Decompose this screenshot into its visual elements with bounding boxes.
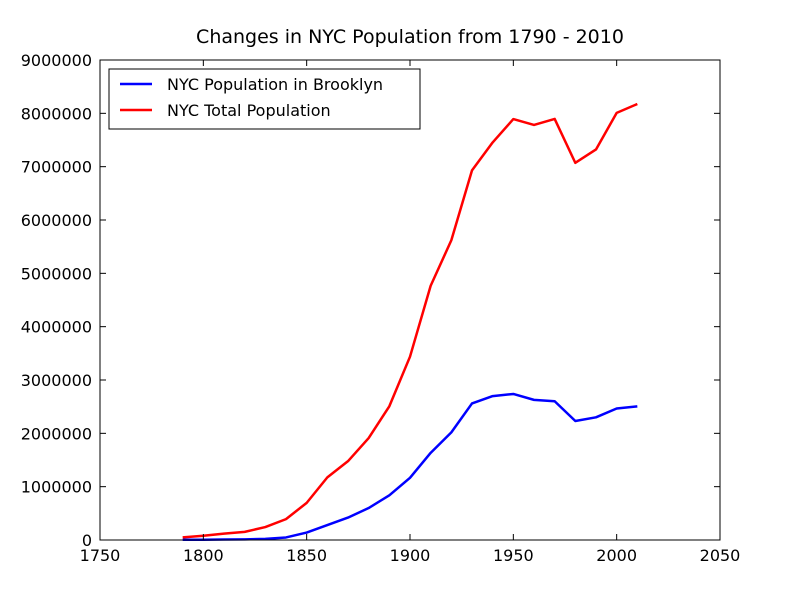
series-line-0 <box>182 392 638 542</box>
series-layer <box>182 102 638 542</box>
legend: NYC Population in Brooklyn NYC Total Popu… <box>108 68 421 130</box>
legend-label-0: NYC Population in Brooklyn <box>167 75 383 94</box>
plot-area <box>100 60 720 540</box>
y-tick-label: 2000000 <box>21 424 92 443</box>
x-tick-label: 1750 <box>80 546 121 565</box>
x-tick-label: 1950 <box>493 546 534 565</box>
y-tick-label: 6000000 <box>21 211 92 230</box>
x-tick-label: 1850 <box>286 546 327 565</box>
legend-label-1: NYC Total Population <box>167 101 331 120</box>
chart-title: Changes in NYC Population from 1790 - 20… <box>196 26 624 48</box>
y-tick-label: 0 <box>82 531 92 550</box>
y-tick-label: 5000000 <box>21 264 92 283</box>
y-tick-label: 4000000 <box>21 318 92 337</box>
y-tick-label: 9000000 <box>21 51 92 70</box>
x-tick-label: 2000 <box>596 546 637 565</box>
legend-box <box>108 68 421 130</box>
x-tick-label: 1900 <box>390 546 431 565</box>
ticks-layer: 1750 1800 1850 1900 1950 2000 2050 0 1000000 2000… <box>21 51 741 565</box>
x-tick-label: 1800 <box>183 546 224 565</box>
y-tick-label: 8000000 <box>21 104 92 123</box>
y-tick-label: 7000000 <box>21 158 92 177</box>
series-line-1 <box>182 102 638 539</box>
y-tick-label: 1000000 <box>21 478 92 497</box>
plot-frame <box>99 59 721 541</box>
x-tick-label: 2050 <box>700 546 741 565</box>
y-tick-label: 3000000 <box>21 371 92 390</box>
